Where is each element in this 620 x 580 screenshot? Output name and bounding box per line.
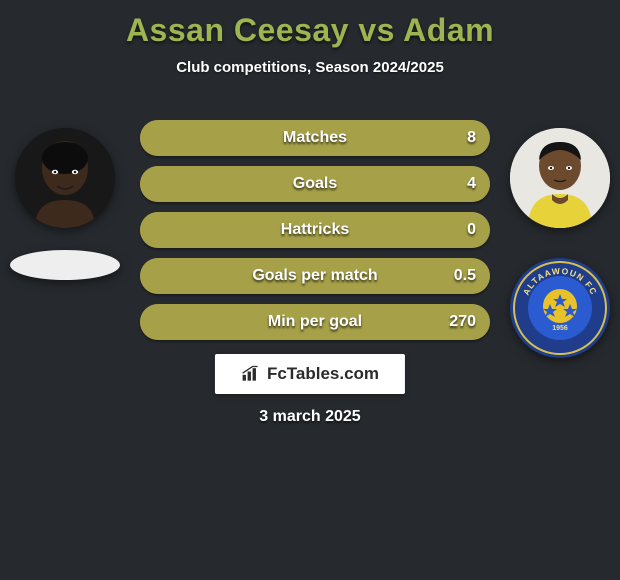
stat-row: Goals 4: [140, 166, 490, 202]
stat-row: Hattricks 0: [140, 212, 490, 248]
person-icon: [15, 128, 115, 228]
stat-value-right: 0.5: [454, 267, 476, 285]
stat-bars: Matches 8 Goals 4 Hattricks 0 Goals per match 0…: [140, 120, 490, 350]
player-left-club-logo: [10, 250, 120, 280]
stat-label: Goals: [293, 175, 337, 193]
branding-text: FcTables.com: [267, 364, 379, 384]
svg-text:1956: 1956: [552, 325, 568, 332]
generated-date: 3 march 2025: [259, 408, 360, 426]
stat-value-right: 0: [467, 221, 476, 239]
player-right-avatar: [510, 128, 610, 228]
stat-label: Min per goal: [268, 313, 362, 331]
bar-chart-icon: [241, 365, 261, 383]
stat-value-right: 4: [467, 175, 476, 193]
stat-value-right: 8: [467, 129, 476, 147]
subtitle: Club competitions, Season 2024/2025: [0, 59, 620, 76]
branding-badge: FcTables.com: [215, 354, 405, 394]
player-left-avatar: [15, 128, 115, 228]
stat-value-right: 270: [449, 313, 476, 331]
page-title: Assan Ceesay vs Adam: [0, 0, 620, 49]
player-right-column: 1956 ALTAAWOUN FC: [510, 128, 610, 358]
stat-row: Min per goal 270: [140, 304, 490, 340]
stat-label: Goals per match: [252, 267, 377, 285]
player-right-club-crest: 1956 ALTAAWOUN FC: [510, 258, 610, 358]
player-left-column: [10, 128, 120, 280]
stat-label: Hattricks: [281, 221, 349, 239]
stat-label: Matches: [283, 129, 347, 147]
club-crest-icon: 1956 ALTAAWOUN FC: [510, 258, 610, 358]
stat-row: Goals per match 0.5: [140, 258, 490, 294]
stat-row: Matches 8: [140, 120, 490, 156]
person-icon: [510, 128, 610, 228]
comparison-card: Assan Ceesay vs Adam Club competitions, …: [0, 0, 620, 580]
